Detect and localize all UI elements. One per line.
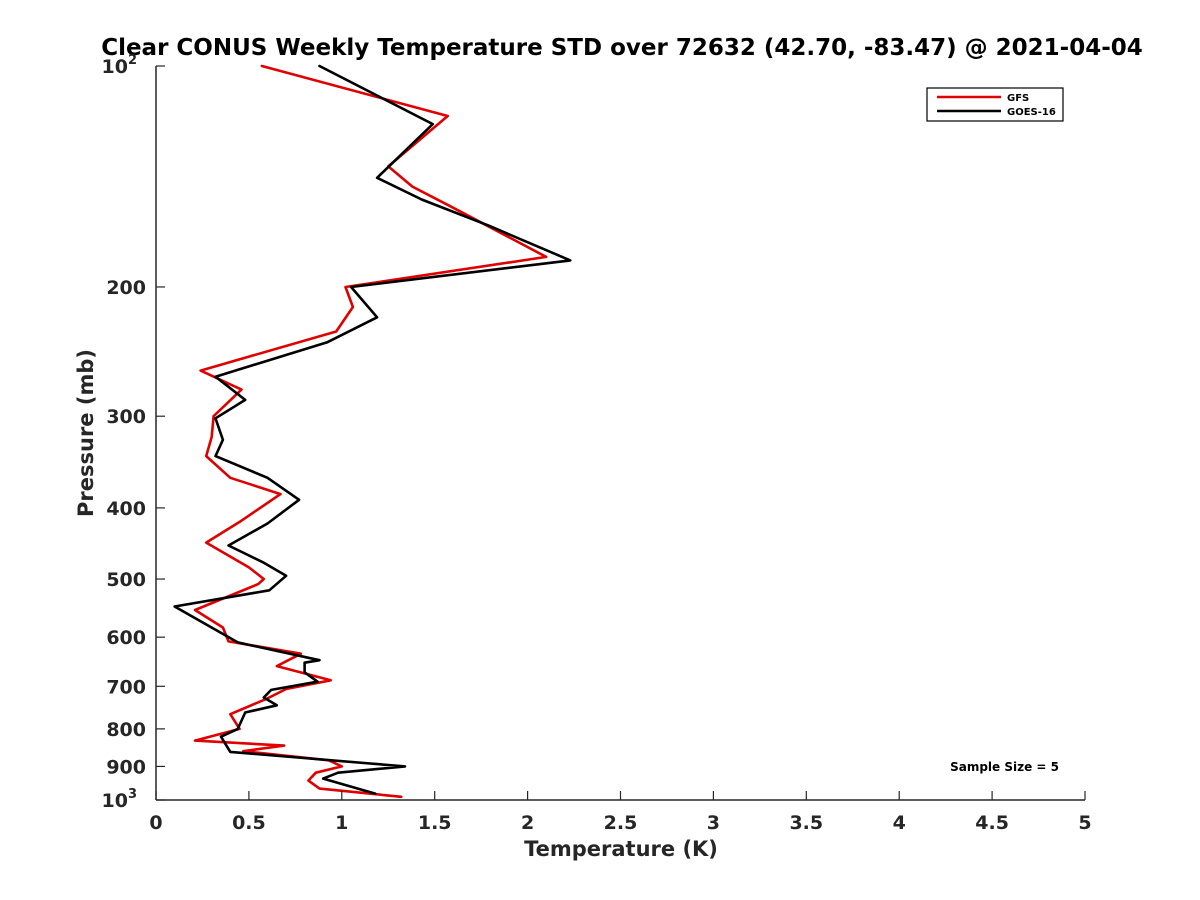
y-tick-label: 10: [102, 790, 128, 812]
x-tick-label: 0: [149, 812, 162, 834]
x-tick-label: 4: [893, 812, 906, 834]
axes: [155, 66, 1085, 801]
y-tick-label: 900: [106, 756, 146, 778]
y-tick-label: 400: [106, 498, 146, 520]
x-tick-label: 5: [1078, 812, 1091, 834]
legend: GFS GOES-16: [926, 87, 1064, 122]
y-tick-label: 600: [106, 627, 146, 649]
y-tick-label: 200: [106, 277, 146, 299]
y-tick-label: 300: [106, 406, 146, 428]
tick-marks: [155, 65, 1086, 801]
y-tick-label: 800: [106, 719, 146, 741]
x-tick-label: 3: [707, 812, 720, 834]
y-tick-exponent: 3: [128, 787, 137, 802]
y-axis-label: Pressure (mb): [74, 349, 98, 517]
x-axis-label: Temperature (K): [524, 837, 718, 861]
x-tick-label: 2: [521, 812, 534, 834]
x-tick-label: 0.5: [232, 812, 266, 834]
series-line-2: [173, 64, 572, 795]
x-tick-label: 1.5: [418, 812, 452, 834]
legend-label-1: GFS: [1007, 93, 1029, 104]
legend-label-2: GOES-16: [1007, 107, 1056, 118]
sample-size-annotation: Sample Size = 5: [950, 760, 1059, 774]
legend-box: [926, 87, 1064, 122]
x-tick-label: 3.5: [789, 812, 823, 834]
chart-title: Clear CONUS Weekly Temperature STD over …: [101, 35, 1143, 61]
x-tick-label: 1: [335, 812, 348, 834]
series-line-1: [193, 64, 548, 799]
plot-series: [173, 64, 572, 799]
y-tick-label: 700: [106, 676, 146, 698]
y-tick-exponent: 2: [128, 53, 137, 68]
y-tick-label: 10: [102, 56, 128, 78]
x-tick-label: 4.5: [975, 812, 1009, 834]
x-tick-label: 2.5: [604, 812, 638, 834]
y-tick-label: 500: [106, 569, 146, 591]
